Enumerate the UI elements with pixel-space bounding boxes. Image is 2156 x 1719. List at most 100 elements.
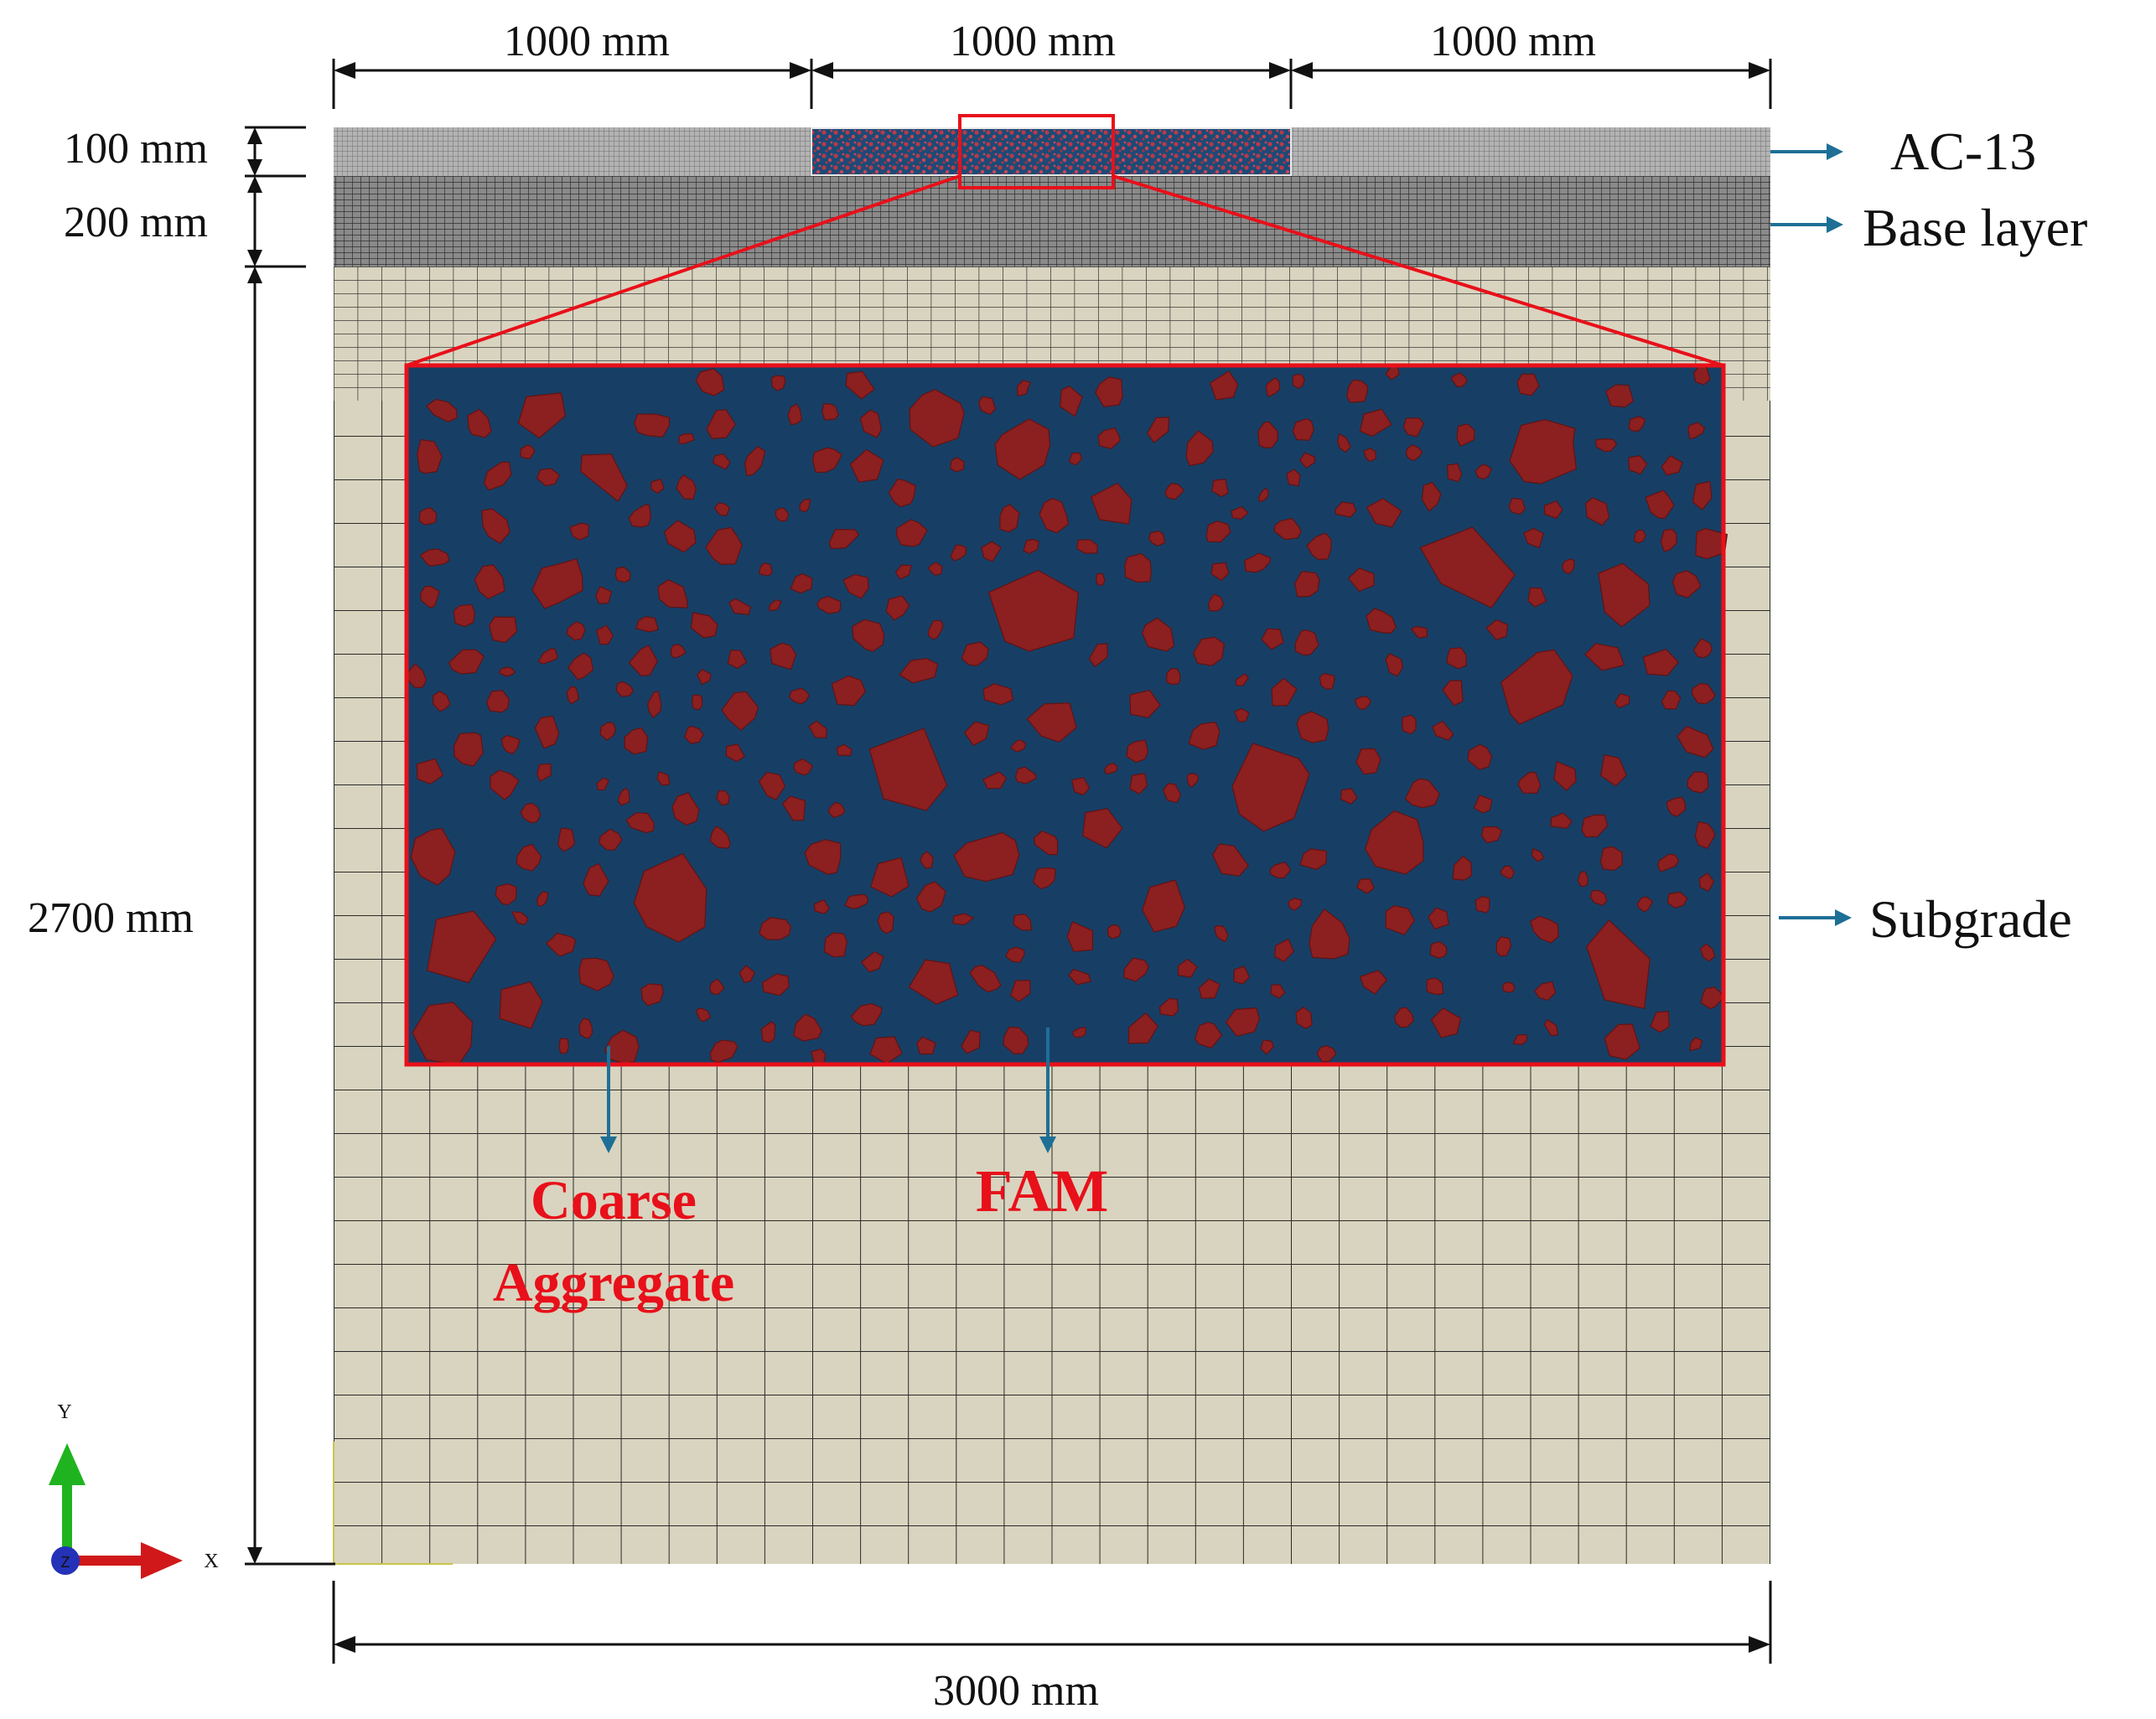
coarse-aggregate-particle (1553, 761, 1577, 791)
coarse-aggregate-particle (1164, 483, 1185, 500)
coarse-aggregate-particle (1584, 643, 1625, 671)
coarse-aggregate-particle (1209, 370, 1239, 401)
coarse-aggregate-particle (1295, 1007, 1313, 1029)
coarse-aggregate-particle (1474, 464, 1492, 480)
coarse-aggregate-particle (474, 564, 505, 600)
coarse-aggregate-particle (759, 916, 792, 940)
coarse-aggregate-particle (831, 675, 867, 707)
coarse-aggregate-particle (596, 777, 609, 791)
coarse-aggregate-particle (1523, 527, 1544, 549)
coarse-aggregate-particle (1599, 753, 1627, 787)
coarse-aggregate-particle (433, 691, 451, 712)
coarse-aggregate-particle (617, 787, 630, 806)
base-layer (334, 176, 1770, 267)
coarse-aggregate-particle (1010, 738, 1027, 753)
coarse-aggregate-particle (418, 507, 438, 526)
coarse-aggregate-particle (709, 1039, 739, 1064)
coarse-aggregate-particle (656, 771, 671, 786)
coarse-aggregate-particle (793, 759, 813, 776)
coarse-aggregate-particle (578, 957, 614, 992)
coarse-aggregate-particle (1660, 528, 1677, 552)
coarse-aggregate-particle (1599, 846, 1623, 871)
zoom-source-box (958, 114, 1115, 189)
coarse-aggregate-particle (982, 683, 1014, 706)
coarse-aggregate-particle (760, 1021, 776, 1043)
zoom-callout (404, 114, 1728, 1067)
coarse-aggregate-particle (1123, 957, 1149, 982)
label-coarse: Coarse (531, 1170, 697, 1231)
coarse-aggregate-particle (1286, 469, 1301, 487)
coarse-aggregate-particle (1419, 526, 1516, 608)
coarse-aggregate-particle (1273, 938, 1294, 963)
coarse-aggregate-particle (640, 983, 665, 1007)
coarse-aggregate-particle (1244, 552, 1272, 573)
coarse-aggregate-particle (1260, 1039, 1275, 1055)
dim-thickness-base: 200 mm (64, 199, 208, 246)
coarse-aggregate-particle (1066, 921, 1094, 952)
coarse-aggregate-particle (1340, 788, 1358, 805)
coarse-aggregate-particle (1088, 643, 1108, 668)
coarse-aggregate-particle (1127, 1012, 1158, 1044)
coarse-aggregate-particle (599, 722, 617, 741)
dim-width-3: 1000 mm (1430, 18, 1596, 65)
coarse-aggregate-particle (499, 981, 543, 1029)
coarse-aggregate-particle (1517, 771, 1542, 795)
coarse-aggregate-particle (1366, 608, 1397, 634)
coarse-aggregate-particle (531, 558, 583, 609)
coarse-aggregate-particle (1677, 725, 1714, 759)
coarse-aggregate-particle (1235, 673, 1249, 687)
coarse-aggregate-particle (1452, 856, 1473, 881)
coarse-aggregate-particle (1584, 497, 1610, 526)
coarse-aggregate-particle (792, 1013, 822, 1042)
coarse-aggregate-particle (813, 898, 830, 914)
coarse-aggregate-particle (1691, 682, 1716, 705)
coarse-aggregate-particle (1512, 1033, 1528, 1046)
coarse-aggregate-particle (1430, 1007, 1462, 1038)
coarse-aggregate-particle (1296, 711, 1329, 743)
coarse-aggregate-particle (1614, 692, 1630, 709)
coarse-aggregate-particle (498, 666, 516, 677)
coarse-aggregate-particle (927, 619, 944, 640)
coarse-aggregate-particle (1633, 529, 1646, 544)
coarse-aggregate-particle (676, 474, 697, 500)
coarse-aggregate-particle (739, 965, 755, 983)
coarse-aggregate-particle (1273, 517, 1302, 541)
coarse-aggregate-particle (1405, 444, 1423, 462)
coarse-aggregate-particle (781, 795, 806, 821)
coarse-aggregate-particle (1671, 570, 1702, 598)
coarse-aggregate-particle (1509, 419, 1578, 484)
global-axis-triad: Y X Z (49, 1401, 219, 1579)
coarse-aggregate-particle (963, 721, 990, 747)
dim-width-1: 1000 mm (504, 18, 670, 65)
coarse-aggregate-particle (583, 862, 609, 897)
coarse-aggregate-particle (1581, 814, 1609, 838)
coarse-aggregate-particle (625, 812, 655, 834)
coarse-aggregate-particle (1589, 889, 1608, 906)
label-aggregate: Aggregate (493, 1252, 734, 1313)
dim-width-2: 1000 mm (950, 18, 1116, 65)
coarse-aggregate-particle (1421, 481, 1442, 512)
coarse-aggregate-particle (1692, 638, 1713, 659)
coarse-aggregate-particle (1205, 520, 1231, 543)
coarse-aggregate-particle (453, 732, 484, 767)
coarse-aggregate-particle (1543, 500, 1563, 520)
coarse-aggregate-particle (557, 827, 576, 852)
coarse-aggregate-particle (1107, 924, 1122, 940)
coarse-aggregate-particle (1211, 479, 1229, 498)
coarse-aggregate-particle (1142, 879, 1185, 933)
coarse-aggregate-particle (1005, 946, 1025, 963)
coarse-aggregate-particle (1693, 365, 1711, 386)
coarse-aggregate-particle (1292, 418, 1314, 441)
coarse-aggregate-particle (1394, 1007, 1415, 1028)
coarse-aggregate-particle (1401, 714, 1417, 735)
coarse-aggregate-particle (1642, 649, 1680, 676)
coarse-aggregate-particle (1009, 979, 1031, 1002)
coarse-aggregate-particle (1363, 448, 1377, 463)
axis-label-x: X (204, 1551, 218, 1572)
coarse-aggregate-particle (614, 566, 631, 583)
coarse-aggregate-particle (596, 624, 614, 645)
coarse-aggregate-particle (416, 758, 444, 784)
coarse-aggregate-particle (1687, 422, 1706, 440)
coarse-aggregate-particle (1336, 433, 1351, 453)
coarse-aggregate-particle (816, 596, 842, 614)
